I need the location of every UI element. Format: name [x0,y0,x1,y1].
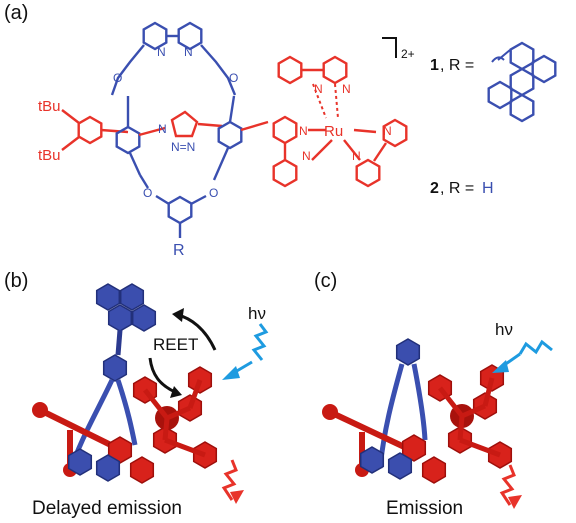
hv-label-b: hν [248,304,266,323]
excitation-wave-b [251,323,269,361]
compound-1-text: , R = [440,57,474,74]
charge-label: 2+ [401,47,415,61]
caption-emission: Emission [386,498,464,519]
resorcinol-ring [167,195,193,225]
aryl-ring-right [217,120,243,150]
n-atom: N [314,82,323,96]
n-atom: N [157,45,166,59]
reet-label: REET [153,335,198,354]
n-atom: N [383,124,392,138]
emission-wave-b [221,459,238,501]
bpy-ring [322,55,348,85]
n-atom: N [158,122,167,136]
caption-delayed-emission: Delayed emission [32,498,182,519]
pyrene-substituent [487,41,557,123]
structure-drawing: N N O O N N=N O O [61,21,408,238]
compound-1-number: 1 [430,57,439,74]
panel-label-b: (b) [4,270,29,292]
compound-2-text: , R = [440,180,474,197]
compound-2-h: H [482,180,494,197]
reet-arrow-down [148,357,176,394]
model-c [322,338,513,484]
pyrene-3d [95,283,157,332]
n-atom: N [299,124,308,138]
n-atom: N [184,45,193,59]
r-group-label: R [173,242,185,259]
panel-label-c: (c) [314,270,338,292]
panel-label-a: (a) [4,2,29,24]
oxygen-atom: O [113,71,122,85]
excitation-wave-c [518,339,553,355]
tbu-label-top: tBu [38,98,61,115]
bpy-ring [272,115,298,145]
bpy-ring [277,55,303,85]
oxygen-atom: O [229,71,238,85]
n-atom: N [302,149,311,163]
ru-metal-label: Ru [324,123,343,140]
hv-label-c: hν [495,320,513,339]
model-b [32,283,218,484]
svg-text:N=N: N=N [171,140,195,154]
oxygen-atom: O [143,186,152,200]
n-atom: N [352,149,361,163]
bpy-ring [355,158,381,188]
tbu-aryl-ring [77,115,103,145]
bpy-ring [272,158,298,188]
n-atom: N [342,82,351,96]
tbu-label-bottom: tBu [38,147,61,164]
triazole-ring [170,110,199,138]
compound-2-number: 2 [430,180,439,197]
emission-wave-c [499,464,516,506]
oxygen-atom: O [209,186,218,200]
